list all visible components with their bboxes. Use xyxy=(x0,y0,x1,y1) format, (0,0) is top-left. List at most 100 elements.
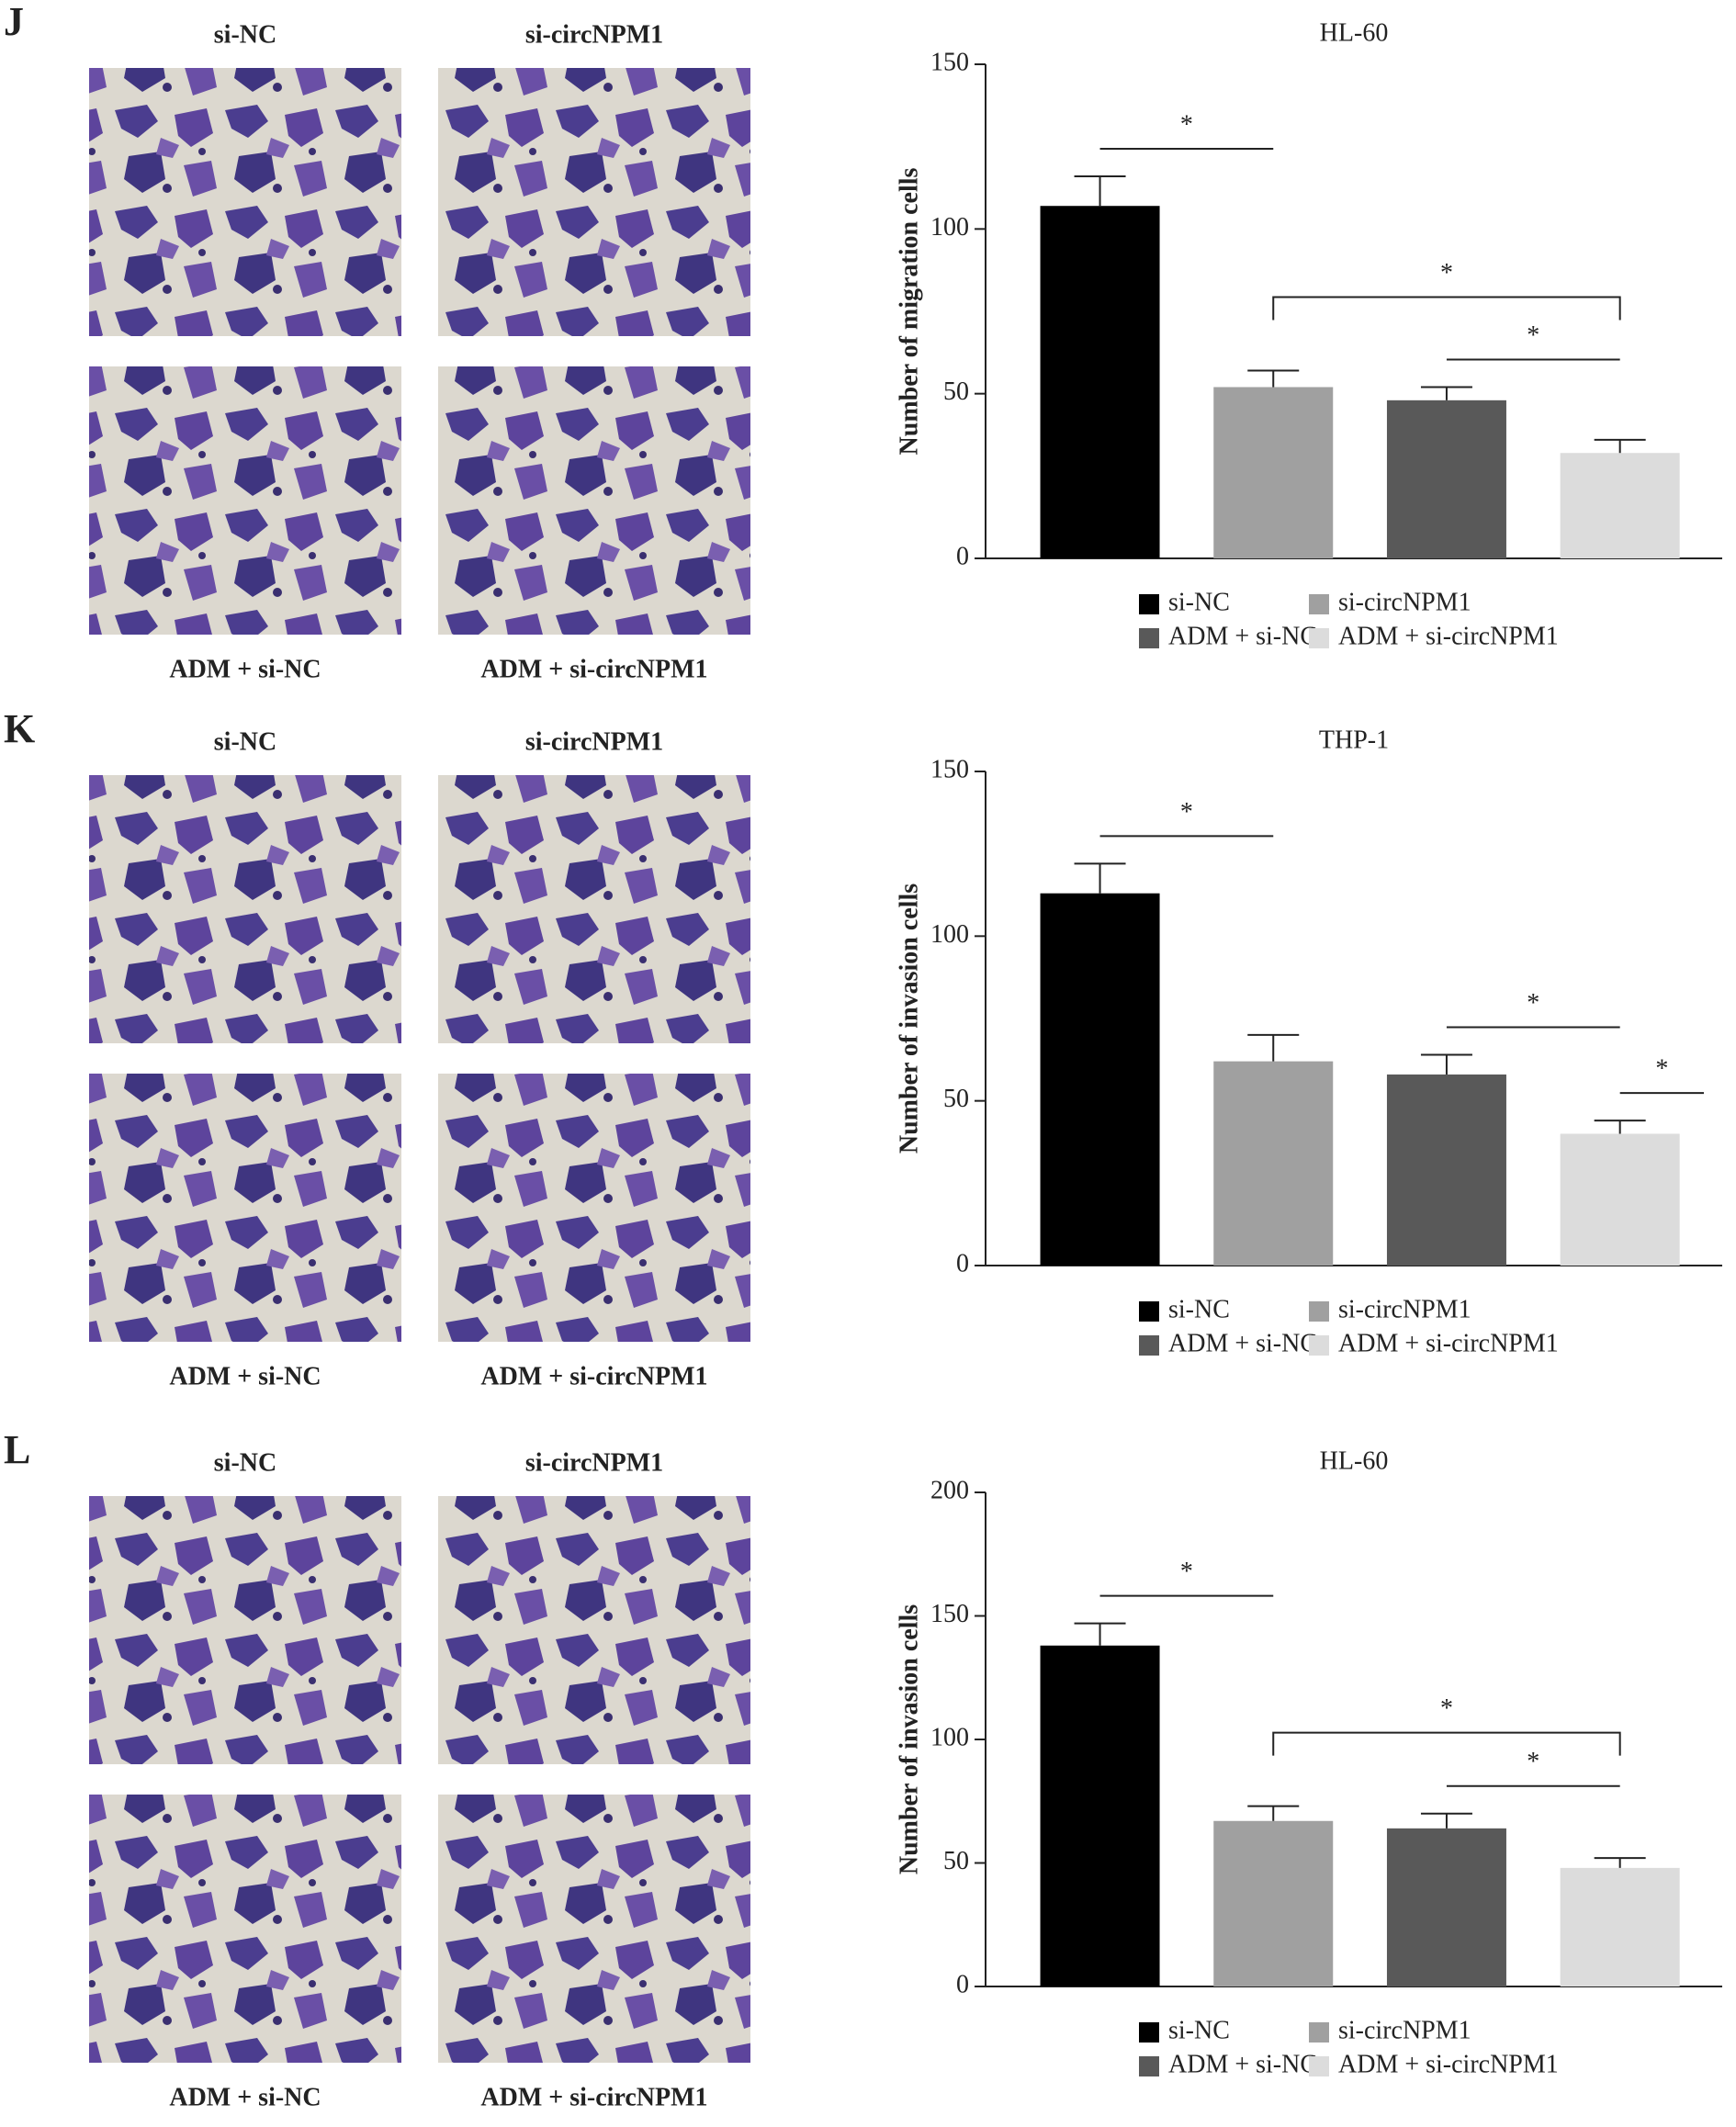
legend-label: si-NC xyxy=(1168,1295,1230,1323)
y-axis-label: Number of migration cells xyxy=(895,167,923,455)
micrograph xyxy=(438,775,750,1043)
micrograph xyxy=(438,1074,750,1342)
y-tick-label: 100 xyxy=(930,920,969,949)
legend-swatch xyxy=(1309,1301,1329,1322)
significance-label: * xyxy=(1180,1558,1193,1586)
micrograph xyxy=(89,366,401,635)
image-label: si-NC xyxy=(214,1448,276,1477)
image-label: si-NC xyxy=(214,20,276,49)
significance-label: * xyxy=(1440,1694,1453,1723)
bar xyxy=(1560,1133,1680,1266)
micrograph xyxy=(438,1496,750,1764)
significance-label: * xyxy=(1527,1748,1539,1776)
micrograph xyxy=(438,68,750,336)
y-tick-label: 50 xyxy=(943,377,969,406)
chart: HL-60 Number of invasion cells 0 50 100 150 20… xyxy=(895,1446,1722,2078)
legend-label: ADM + si-NC xyxy=(1168,622,1317,650)
bar xyxy=(1213,1061,1334,1266)
bar xyxy=(1040,206,1160,558)
legend-swatch xyxy=(1309,1335,1329,1356)
image-label: si-NC xyxy=(214,727,276,756)
bar xyxy=(1560,1867,1680,1986)
significance-label: * xyxy=(1527,321,1539,350)
chart: HL-60 Number of migration cells 0 50 100 150 *… xyxy=(895,18,1722,650)
chart: THP-1 Number of invasion cells 0 50 100 150 * *… xyxy=(895,726,1722,1357)
significance-label: * xyxy=(1440,259,1453,287)
bar xyxy=(1386,400,1506,558)
y-tick-label: 0 xyxy=(956,542,969,570)
image-label: ADM + si-circNPM1 xyxy=(480,2083,707,2111)
y-tick-label: 150 xyxy=(930,48,969,76)
image-label: ADM + si-NC xyxy=(169,2083,321,2111)
legend-swatch xyxy=(1139,2022,1159,2043)
significance-line xyxy=(1272,1731,1621,1756)
micrograph xyxy=(89,775,401,1043)
micrograph xyxy=(438,1795,750,2063)
legend-swatch xyxy=(1139,594,1159,614)
y-tick-label: 150 xyxy=(930,1600,969,1628)
image-label: si-circNPM1 xyxy=(525,1448,663,1477)
legend-swatch xyxy=(1139,1301,1159,1322)
y-tick-label: 50 xyxy=(943,1085,969,1113)
chart-title: HL-60 xyxy=(1320,18,1389,47)
bar xyxy=(1386,1828,1506,1986)
legend-label: ADM + si-NC xyxy=(1168,2050,1317,2078)
bar xyxy=(1040,893,1160,1266)
panel-letter: L xyxy=(4,1427,30,1472)
image-label: ADM + si-NC xyxy=(169,1362,321,1390)
y-tick-label: 100 xyxy=(930,213,969,242)
legend-label: ADM + si-NC xyxy=(1168,1329,1317,1357)
significance-label: * xyxy=(1527,989,1539,1018)
legend-swatch xyxy=(1309,628,1329,648)
legend-label: si-circNPM1 xyxy=(1338,588,1471,616)
bar xyxy=(1560,453,1680,558)
legend-label: ADM + si-circNPM1 xyxy=(1338,2050,1559,2078)
chart-title: THP-1 xyxy=(1319,726,1389,754)
legend-label: si-NC xyxy=(1168,588,1230,616)
micrograph xyxy=(89,1496,401,1764)
y-tick-label: 50 xyxy=(943,1847,969,1875)
y-tick-label: 100 xyxy=(930,1723,969,1751)
micrograph xyxy=(438,366,750,635)
legend-swatch xyxy=(1139,2056,1159,2076)
y-tick-label: 150 xyxy=(930,755,969,783)
legend-swatch xyxy=(1309,594,1329,614)
bar xyxy=(1040,1645,1160,1986)
panel-letter: K xyxy=(4,706,35,751)
legend-label: ADM + si-circNPM1 xyxy=(1338,622,1559,650)
y-tick-label: 0 xyxy=(956,1970,969,1998)
micrograph xyxy=(89,1795,401,2063)
legend-swatch xyxy=(1139,628,1159,648)
significance-label: * xyxy=(1655,1055,1668,1084)
panel-letter: J xyxy=(4,0,24,44)
bar xyxy=(1386,1074,1506,1266)
legend-label: si-circNPM1 xyxy=(1338,2016,1471,2044)
micrograph xyxy=(89,1074,401,1342)
significance-label: * xyxy=(1180,110,1193,139)
micrograph xyxy=(89,68,401,336)
legend-label: si-NC xyxy=(1168,2016,1230,2044)
bar xyxy=(1213,1820,1334,1986)
significance-label: * xyxy=(1180,798,1193,827)
legend-label: ADM + si-circNPM1 xyxy=(1338,1329,1559,1357)
image-label: si-circNPM1 xyxy=(525,20,663,49)
chart-title: HL-60 xyxy=(1320,1446,1389,1475)
legend-swatch xyxy=(1139,1335,1159,1356)
image-label: ADM + si-NC xyxy=(169,655,321,683)
significance-line xyxy=(1272,296,1621,321)
y-tick-label: 200 xyxy=(930,1476,969,1504)
bar xyxy=(1213,387,1334,558)
image-label: si-circNPM1 xyxy=(525,727,663,756)
legend-swatch xyxy=(1309,2056,1329,2076)
legend-label: si-circNPM1 xyxy=(1338,1295,1471,1323)
y-axis-label: Number of invasion cells xyxy=(895,1604,923,1874)
legend-swatch xyxy=(1309,2022,1329,2043)
image-label: ADM + si-circNPM1 xyxy=(480,1362,707,1390)
image-label: ADM + si-circNPM1 xyxy=(480,655,707,683)
y-axis-label: Number of invasion cells xyxy=(895,883,923,1154)
y-tick-label: 0 xyxy=(956,1249,969,1277)
